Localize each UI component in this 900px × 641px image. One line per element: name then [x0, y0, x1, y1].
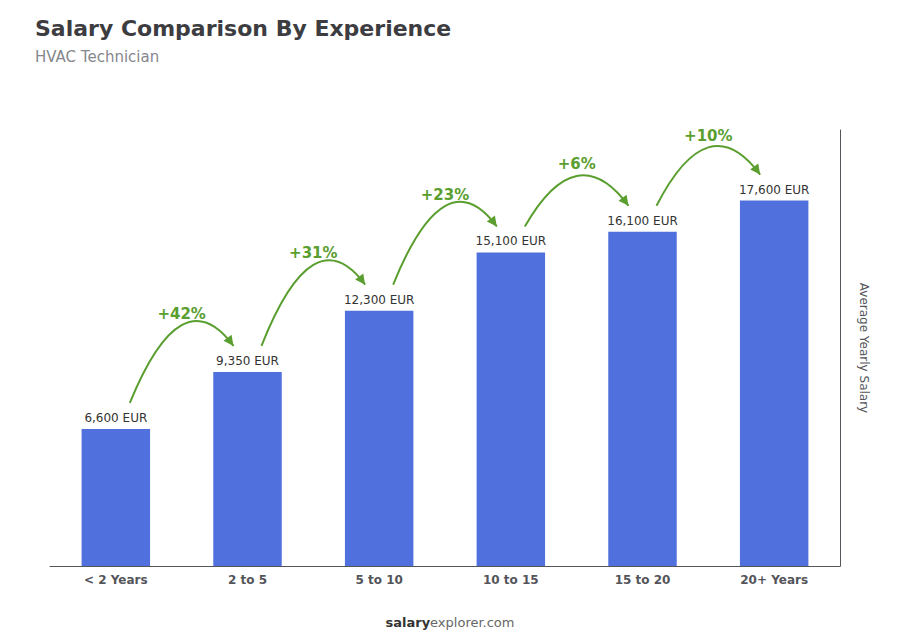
svg-text:salary: salary [385, 615, 430, 630]
svg-text:2 to 5: 2 to 5 [228, 573, 267, 587]
svg-text:Average Yearly Salary: Average Yearly Salary [857, 283, 871, 413]
svg-text:15 to 20: 15 to 20 [615, 573, 671, 587]
svg-text:10 to 15: 10 to 15 [483, 573, 539, 587]
svg-text:5 to 10: 5 to 10 [355, 573, 402, 587]
svg-text:HVAC Technician: HVAC Technician [35, 48, 159, 66]
svg-text:+42%: +42% [157, 305, 205, 323]
svg-text:< 2 Years: < 2 Years [84, 573, 148, 587]
svg-text:+31%: +31% [289, 244, 337, 262]
svg-text:15,100 EUR: 15,100 EUR [476, 234, 547, 248]
svg-text:explorer.com: explorer.com [430, 615, 514, 630]
svg-text:20+ Years: 20+ Years [740, 573, 808, 587]
svg-text:Salary Comparison By Experienc: Salary Comparison By Experience [35, 16, 451, 41]
svg-text:16,100 EUR: 16,100 EUR [607, 214, 678, 228]
svg-text:17,600 EUR: 17,600 EUR [739, 183, 810, 197]
svg-text:+6%: +6% [558, 155, 596, 173]
svg-text:12,300 EUR: 12,300 EUR [344, 293, 415, 307]
svg-text:+10%: +10% [684, 127, 732, 145]
svg-text:9,350 EUR: 9,350 EUR [216, 354, 279, 368]
svg-text:+23%: +23% [421, 186, 469, 204]
svg-text:6,600 EUR: 6,600 EUR [84, 411, 147, 425]
